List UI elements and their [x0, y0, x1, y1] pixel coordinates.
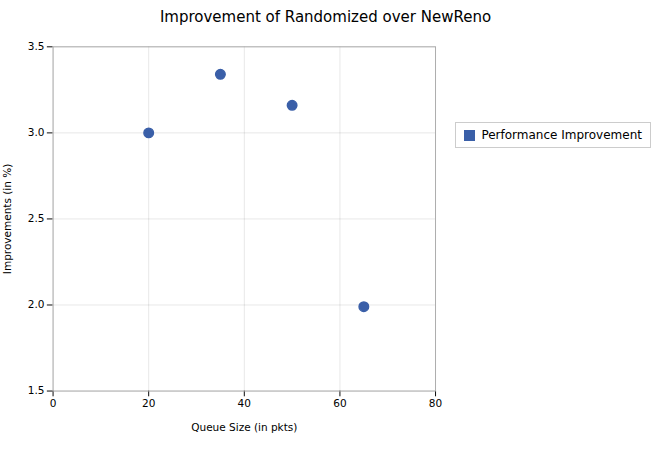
- svg-text:2.5: 2.5: [28, 212, 45, 224]
- svg-text:0: 0: [50, 397, 57, 409]
- svg-text:3.5: 3.5: [28, 40, 45, 52]
- html-text:Improvement of Randomized over: Improvement of Randomized over NewReno: [159, 8, 492, 26]
- svg-text:80: 80: [429, 397, 442, 409]
- html-text:Performance Improvement: Performance Improvement: [481, 128, 642, 142]
- svg-text:40: 40: [238, 397, 251, 409]
- svg-text:Queue Size (in pkts): Queue Size (in pkts): [191, 421, 297, 433]
- svg-text:2.0: 2.0: [28, 298, 45, 310]
- svg-text:1.5: 1.5: [28, 384, 45, 396]
- svg-text:20: 20: [142, 397, 155, 409]
- svg-text:Improvements (in %): Improvements (in %): [1, 164, 13, 275]
- svg-text:60: 60: [333, 397, 346, 409]
- svg-text:3.0: 3.0: [28, 126, 45, 138]
